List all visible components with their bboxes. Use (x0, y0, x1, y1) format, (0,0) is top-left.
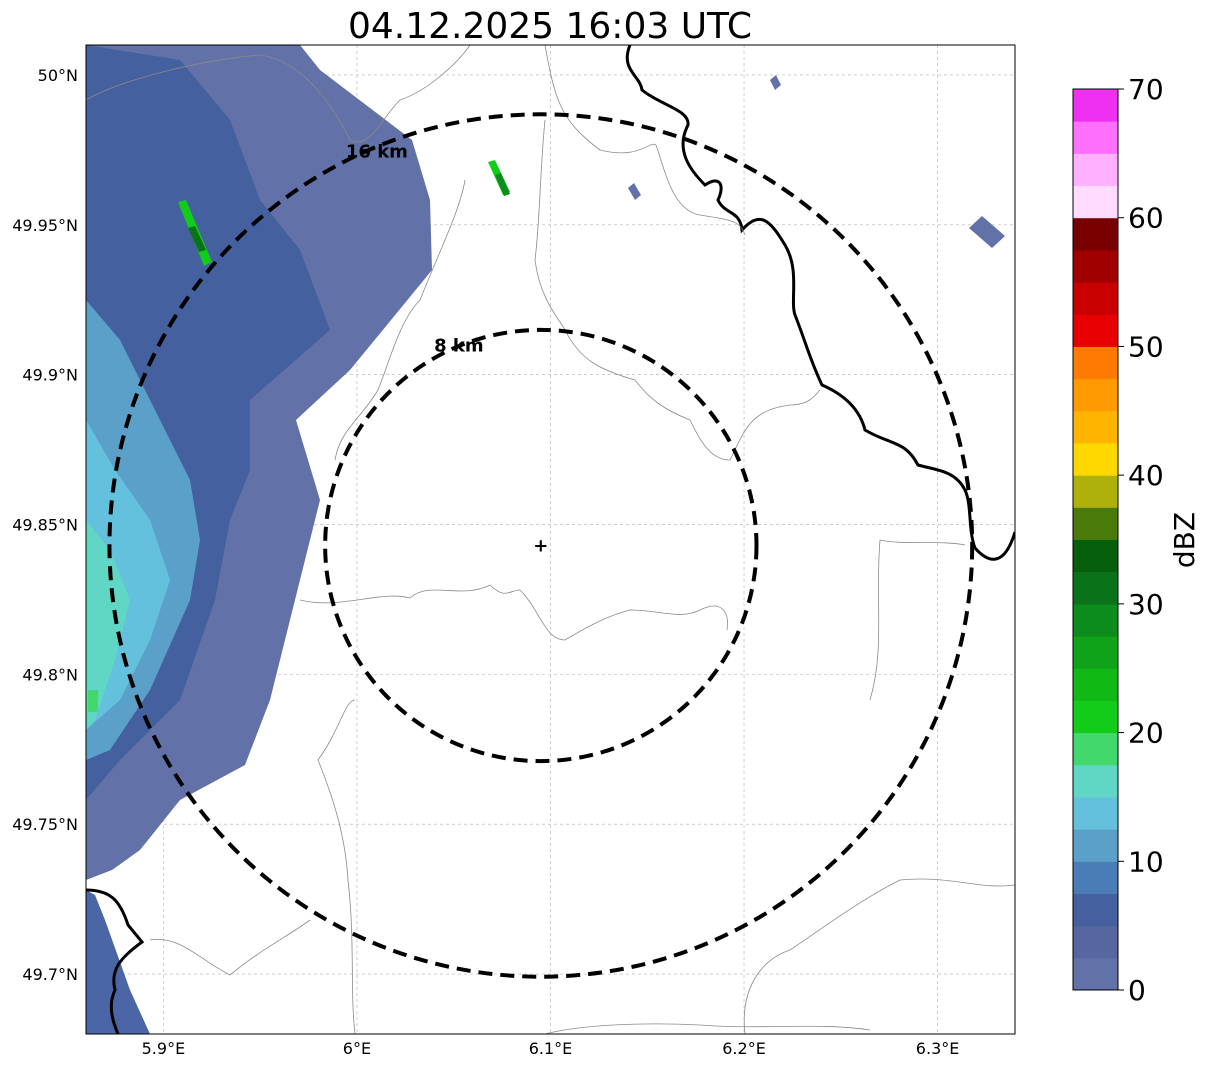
colorbar-swatch (1073, 378, 1118, 412)
border-line (317, 699, 356, 1034)
colorbar-tick-label: 0 (1128, 974, 1146, 1007)
country-borders (86, 45, 1015, 1034)
range-ring-label: 16 km (346, 141, 408, 162)
colorbar-swatch (1073, 636, 1118, 669)
x-tick-label: 6.3°E (916, 1039, 960, 1058)
colorbar-tick-label: 50 (1128, 330, 1164, 363)
map-panel: 8 km 16 km + (86, 45, 1015, 1034)
colorbar-frame (1072, 88, 1119, 991)
colorbar-swatch (1073, 539, 1118, 573)
border-line (544, 45, 746, 236)
colorbar-swatch (1073, 346, 1118, 380)
map-frame (85, 44, 1016, 1035)
reflectivity-field (86, 45, 1005, 1034)
x-tick-label: 5.9°E (142, 1039, 186, 1058)
y-axis-ticks: 49.7°N 49.75°N 49.8°N 49.85°N 49.9°N 49.95°N 5… (12, 66, 78, 984)
colorbar-tick-label: 10 (1128, 845, 1164, 878)
colorbar-swatch (1073, 764, 1118, 798)
colorbar-swatch (1073, 153, 1118, 187)
colorbar-tick-label: 60 (1128, 202, 1164, 235)
y-tick-label: 49.95°N (12, 216, 78, 235)
colorbar-swatch (1073, 571, 1118, 605)
colorbar-swatch (1073, 603, 1118, 637)
x-tick-label: 6°E (343, 1039, 371, 1058)
range-ring (107, 112, 975, 979)
y-tick-label: 49.75°N (12, 815, 78, 834)
border-line (334, 179, 466, 461)
colorbar-swatch (1073, 893, 1118, 927)
colorbar-swatch (1073, 668, 1118, 701)
border-line (149, 919, 311, 976)
x-axis-ticks: 5.9°E 6°E 6.1°E 6.2°E 6.3°E (142, 1039, 960, 1058)
radar-site-symbol: + (533, 535, 548, 556)
colorbar-swatch (1073, 861, 1118, 894)
colorbar-tick-label: 20 (1128, 717, 1164, 750)
x-tick-label: 6.1°E (529, 1039, 573, 1058)
colorbar-swatch (1073, 732, 1118, 766)
y-tick-label: 49.85°N (12, 516, 78, 535)
border-line (86, 888, 145, 1034)
y-tick-label: 49.8°N (22, 665, 78, 684)
reflectivity-south-cell (86, 890, 150, 1034)
colorbar-swatch (1073, 249, 1118, 283)
y-tick-label: 50°N (38, 66, 78, 85)
colorbar-swatch (1073, 89, 1118, 122)
border-line (544, 1023, 871, 1034)
border-line (299, 584, 728, 641)
chart-title: 04.12.2025 16:03 UTC (348, 6, 752, 47)
border-line (743, 878, 1015, 1034)
colorbar-swatch (1073, 185, 1118, 219)
colorbar-swatch (1073, 442, 1118, 476)
y-tick-label: 49.9°N (22, 366, 78, 385)
reflectivity-strong-core (86, 520, 130, 730)
colorbar-tick-label: 30 (1128, 588, 1164, 621)
colorbar-tick-label: 40 (1128, 459, 1164, 492)
colorbar-swatch (1073, 217, 1118, 251)
colorbar-swatch (1073, 121, 1118, 154)
colorbar (1073, 89, 1118, 991)
colorbar-tick-label: 70 (1128, 73, 1164, 106)
colorbar-swatch (1073, 957, 1118, 991)
reflectivity-north-streak-4 (495, 173, 510, 196)
x-tick-label: 6.2°E (722, 1039, 766, 1058)
colorbar-swatch (1073, 829, 1118, 862)
border-line (86, 45, 471, 143)
reflectivity-speck-ne-2 (770, 75, 781, 90)
border-line (625, 45, 1015, 561)
reflectivity-speck (88, 690, 98, 712)
colorbar-swatch (1073, 475, 1118, 508)
colorbar-swatch (1073, 925, 1118, 959)
range-rings: 8 km 16 km (107, 112, 975, 979)
colorbar-swatch (1073, 410, 1118, 444)
colorbar-label: dBZ (1168, 512, 1201, 568)
colorbar-swatch (1073, 700, 1118, 734)
border-line (869, 539, 966, 701)
radar-site-marker: + (533, 535, 548, 556)
colorbar-swatch (1073, 282, 1118, 315)
y-tick-label: 49.7°N (22, 965, 78, 984)
range-ring (323, 327, 759, 764)
colorbar-swatch (1073, 507, 1118, 540)
colorbar-ticks: 0 10 20 30 40 50 60 70 (1118, 73, 1164, 1007)
reflectivity-north-streak-2 (188, 226, 206, 252)
reflectivity-speck-ne-3 (969, 216, 1005, 248)
range-ring-label: 8 km (434, 335, 484, 356)
reflectivity-speck-ne-1 (628, 183, 641, 200)
colorbar-swatch (1073, 796, 1118, 830)
colorbar-swatch (1073, 314, 1118, 347)
border-line (534, 119, 821, 461)
